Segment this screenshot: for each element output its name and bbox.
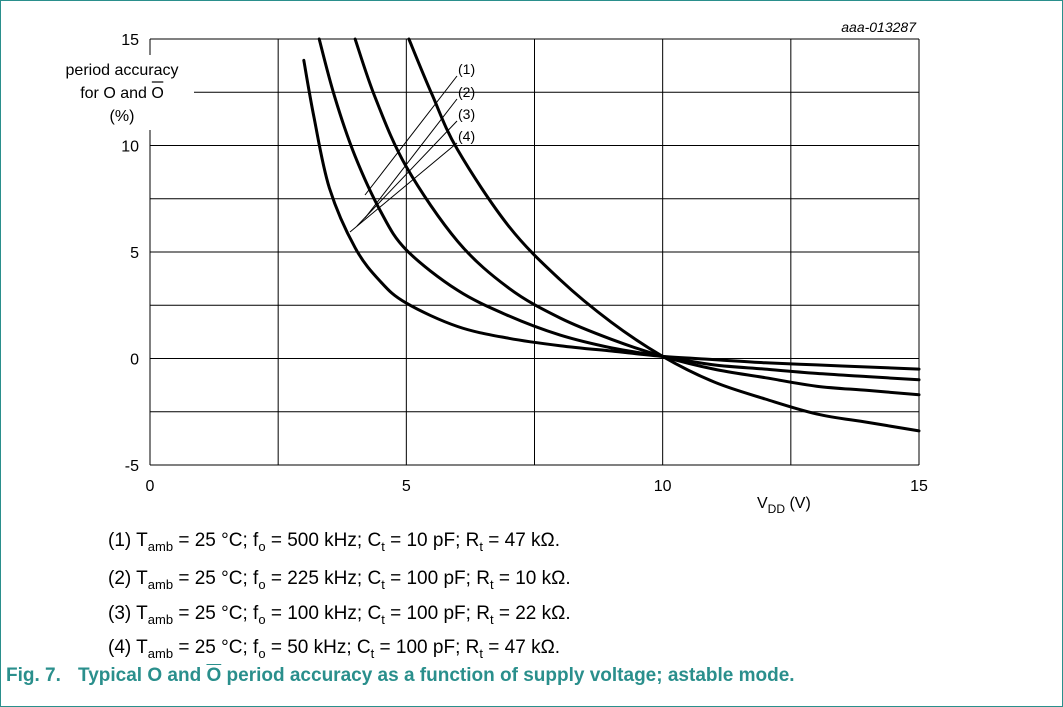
ylabel-backdrop <box>44 55 194 130</box>
y-tick-label: 15 <box>121 32 139 49</box>
callout-leader-1 <box>364 75 458 196</box>
curve-callouts: (1) (2) (3) (4) <box>349 61 475 233</box>
x-tick-label: 10 <box>654 478 672 495</box>
y-tick-label: -5 <box>125 458 139 475</box>
caption-overline-o: O <box>206 665 222 686</box>
y-tick-label: 5 <box>130 245 139 262</box>
series-curve-2 <box>353 37 921 397</box>
caption-text-before: Typical O and <box>78 665 207 686</box>
legend-note-4: (4) Tamb = 25 °C; fo = 50 kHz; Ct = 100 … <box>108 637 561 661</box>
figure-caption: Fig. 7. Typical O and O period accuracy a… <box>6 665 795 687</box>
grid <box>149 38 920 466</box>
ylabel-line-2: for O and O <box>80 85 164 102</box>
tick-labels: 0 5 10 15 15 10 5 0 -5 <box>121 32 928 495</box>
series-curve-3 <box>317 37 921 382</box>
legend-note-3: (3) Tamb = 25 °C; fo = 100 kHz; Ct = 100… <box>108 603 571 627</box>
callout-label-3: (3) <box>458 106 475 122</box>
caption-text-after: period accuracy as a function of supply … <box>221 665 795 686</box>
ylabel-line-3: (%) <box>110 108 135 125</box>
callout-label-4: (4) <box>458 128 475 144</box>
series-curve-1 <box>407 37 921 433</box>
callout-leader-2 <box>364 98 458 219</box>
callout-leader-3 <box>356 120 458 227</box>
series-curve-4 <box>302 58 921 371</box>
series-curves <box>302 37 921 433</box>
figure-number: Fig. 7. <box>6 665 61 686</box>
callout-label-2: (2) <box>458 84 475 100</box>
x-tick-label: 15 <box>910 478 928 495</box>
x-tick-label: 0 <box>146 478 155 495</box>
y-tick-label: 0 <box>130 352 139 369</box>
legend-note-1: (1) Tamb = 25 °C; fo = 500 kHz; Ct = 10 … <box>108 530 561 554</box>
x-tick-label: 5 <box>402 478 411 495</box>
legend-note-2: (2) Tamb = 25 °C; fo = 225 kHz; Ct = 100… <box>108 568 571 592</box>
x-axis-label: VDD (V) <box>757 495 811 516</box>
figure-id: aaa-013287 <box>841 19 917 35</box>
callout-label-1: (1) <box>458 61 475 77</box>
ylabel-line-1: period accuracy <box>66 62 179 79</box>
callout-leader-4 <box>349 142 458 233</box>
y-tick-label: 10 <box>121 139 139 156</box>
